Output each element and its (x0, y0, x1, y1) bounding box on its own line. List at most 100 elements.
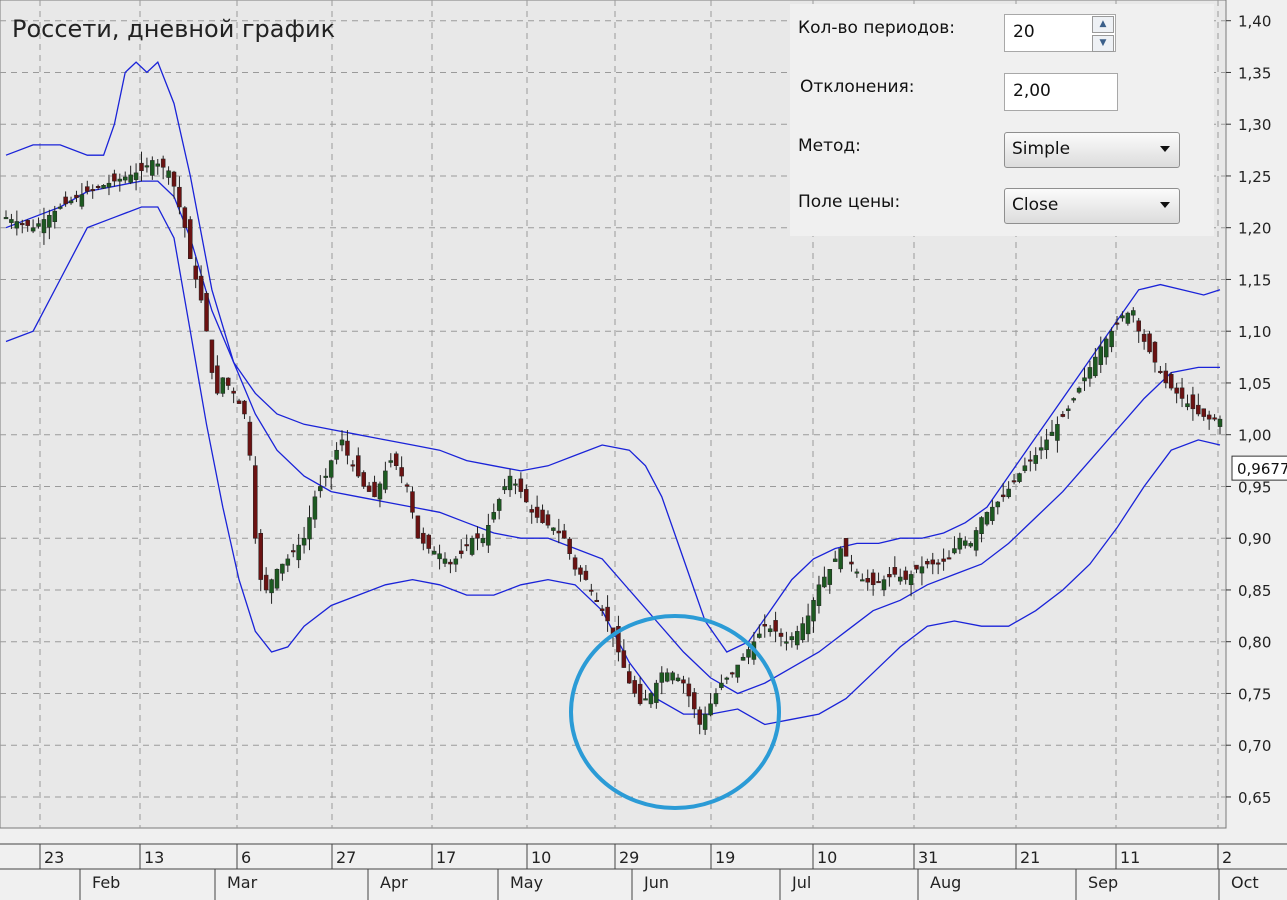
x-day-label: 11 (1120, 848, 1140, 867)
candle (973, 527, 979, 557)
candle (68, 196, 74, 205)
candle (1011, 473, 1017, 485)
candle (838, 546, 843, 573)
spinner-up-icon[interactable]: ▲ (1092, 16, 1114, 33)
candle (356, 447, 361, 479)
candle (448, 559, 453, 574)
candles (3, 151, 1223, 735)
candle (475, 526, 480, 551)
highlight-circle (569, 614, 781, 810)
periods-row: Кол-во периодов: 20 ▲ ▼ (790, 8, 1214, 52)
x-day-label: 17 (436, 848, 456, 867)
candle (551, 527, 556, 535)
candle (1158, 365, 1163, 375)
candle (122, 171, 128, 184)
candle (1185, 394, 1190, 411)
y-tick-label: 0,75 (1238, 685, 1271, 703)
y-tick-label: 0,65 (1238, 789, 1271, 807)
last-price-tag (1231, 455, 1287, 481)
x-month-label: Jul (791, 873, 811, 892)
deviations-row: Отклонения: 2,00 (790, 67, 1214, 111)
price-field-row: Поле цены: Close (790, 182, 1214, 224)
candle (101, 184, 106, 189)
y-tick-label: 1,00 (1238, 427, 1271, 445)
candle (1017, 472, 1022, 484)
candle (166, 166, 171, 185)
candle (225, 377, 231, 390)
candle (459, 539, 464, 559)
candle (491, 503, 497, 523)
candle (843, 537, 849, 557)
x-month-label: Sep (1088, 873, 1118, 892)
y-tick-label: 1,15 (1238, 271, 1271, 289)
periods-spinner[interactable]: ▲ ▼ (1092, 16, 1116, 52)
candle (139, 151, 144, 182)
candle (1201, 408, 1206, 421)
candle (215, 355, 220, 396)
candle (9, 213, 14, 229)
candle (209, 339, 215, 380)
candle (263, 567, 269, 594)
candle (307, 505, 312, 551)
candle (941, 548, 946, 571)
candle (312, 490, 318, 528)
candle (627, 663, 632, 684)
candle (393, 451, 399, 471)
candle (1103, 336, 1109, 365)
price-field-select[interactable]: Close (1004, 188, 1180, 224)
candle (583, 564, 589, 581)
candle (952, 536, 957, 555)
candle (903, 566, 908, 585)
candle (946, 550, 952, 560)
candle (735, 664, 740, 683)
candle (1152, 341, 1158, 373)
candle (1114, 316, 1120, 330)
candle (1212, 414, 1217, 422)
candle (25, 219, 30, 232)
candle (908, 570, 914, 597)
x-day-label: 6 (241, 848, 251, 867)
candle (171, 170, 177, 199)
candle (1131, 307, 1136, 323)
candle (220, 377, 226, 397)
x-month-label: May (510, 873, 543, 892)
candle (637, 676, 643, 706)
bb-lower-line (5, 206, 1221, 726)
candle (1076, 386, 1082, 394)
candle (854, 568, 860, 578)
deviations-input[interactable]: 2,00 (1004, 73, 1118, 111)
y-tick-label: 1,25 (1238, 168, 1271, 186)
candle (876, 572, 881, 584)
candle (816, 575, 822, 614)
method-select[interactable]: Simple (1004, 132, 1180, 168)
candle (892, 556, 898, 578)
spinner-down-icon[interactable]: ▼ (1092, 35, 1114, 52)
candle (778, 628, 784, 647)
x-day-label: 19 (715, 848, 735, 867)
candle (486, 513, 491, 553)
y-tick-label: 1,40 (1238, 13, 1271, 31)
candle (372, 475, 377, 498)
candle (529, 504, 534, 524)
candle (150, 156, 155, 180)
candle (496, 497, 502, 520)
candle (670, 670, 675, 685)
candle (757, 624, 762, 639)
candle (632, 675, 637, 698)
candle (567, 537, 572, 560)
candle (198, 265, 204, 304)
candle (925, 558, 930, 569)
candle (518, 472, 524, 499)
candle (57, 203, 63, 210)
x-month-label: Aug (930, 873, 961, 892)
x-day-label: 31 (918, 848, 938, 867)
candle (144, 157, 150, 173)
y-tick-label: 0,95 (1238, 478, 1271, 496)
candle (860, 573, 865, 582)
y-tick-label: 0,70 (1238, 737, 1271, 755)
candle (30, 219, 36, 234)
bollinger-bands (5, 60, 1221, 726)
candle (659, 666, 665, 695)
candle (1006, 481, 1011, 499)
candle (849, 554, 854, 572)
